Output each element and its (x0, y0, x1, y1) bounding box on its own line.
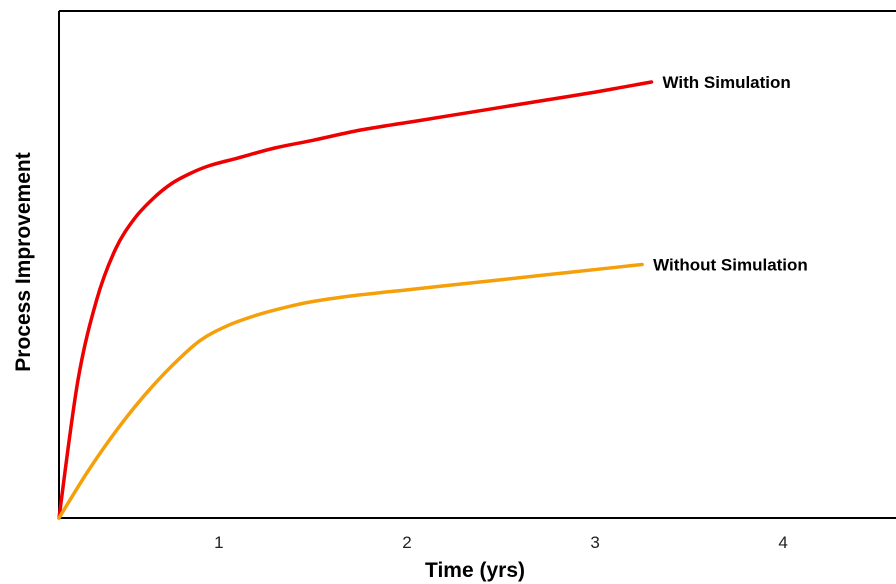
series-label-without-simulation: Without Simulation (653, 256, 808, 275)
x-axis-title: Time (yrs) (425, 559, 525, 582)
x-tick-labels: 1 2 3 4 (214, 533, 788, 552)
x-tick-label: 2 (402, 533, 411, 552)
y-axis-title: Process Improvement (12, 152, 35, 371)
plot-frame (58, 10, 896, 519)
x-tick-label: 1 (214, 533, 223, 552)
x-tick-label: 4 (778, 533, 787, 552)
series-layer (57, 80, 654, 520)
series-labels: With Simulation Without Simulation (653, 73, 808, 275)
series-line-with-simulation (57, 80, 654, 520)
series-label-with-simulation: With Simulation (663, 73, 791, 92)
x-tick-label: 3 (590, 533, 599, 552)
series-line-without-simulation (57, 262, 644, 520)
